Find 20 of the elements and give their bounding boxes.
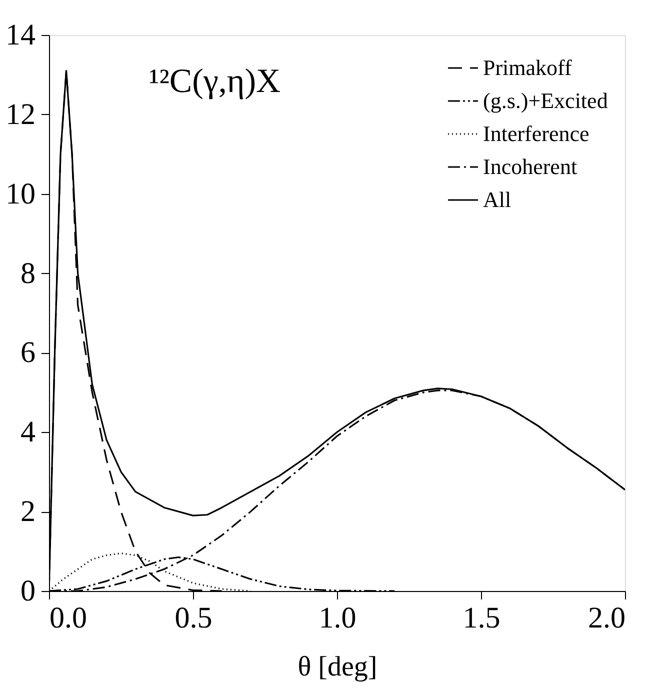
y-tick-label: 8 <box>20 256 36 290</box>
legend-label: Incoherent <box>483 154 578 179</box>
y-tick-label: 4 <box>20 416 36 449</box>
legend-label: All <box>483 187 512 212</box>
y-tick-label: 6 <box>20 336 36 370</box>
x-tick-label: 0.5 <box>174 602 212 634</box>
y-tick-label: 10 <box>6 177 36 210</box>
x-tick-label: 1.5 <box>462 602 500 634</box>
y-tick-label: 0 <box>20 574 36 608</box>
x-axis-title: θ [deg] <box>298 652 378 682</box>
annotation: ¹²C(γ,η)X <box>149 63 281 100</box>
y-tick-label: 12 <box>6 98 36 131</box>
y-tick-label: 14 <box>6 18 36 52</box>
x-tick-label: 1.0 <box>318 602 356 634</box>
legend-label: Primakoff <box>483 55 572 80</box>
x-tick-label: 0.0 <box>50 602 87 634</box>
y-tick-label: 2 <box>20 495 36 528</box>
x-tick-label: 2.0 <box>588 602 626 634</box>
legend-label: (g.s.)+Excited <box>483 88 608 113</box>
legend-label: Interference <box>483 121 590 146</box>
